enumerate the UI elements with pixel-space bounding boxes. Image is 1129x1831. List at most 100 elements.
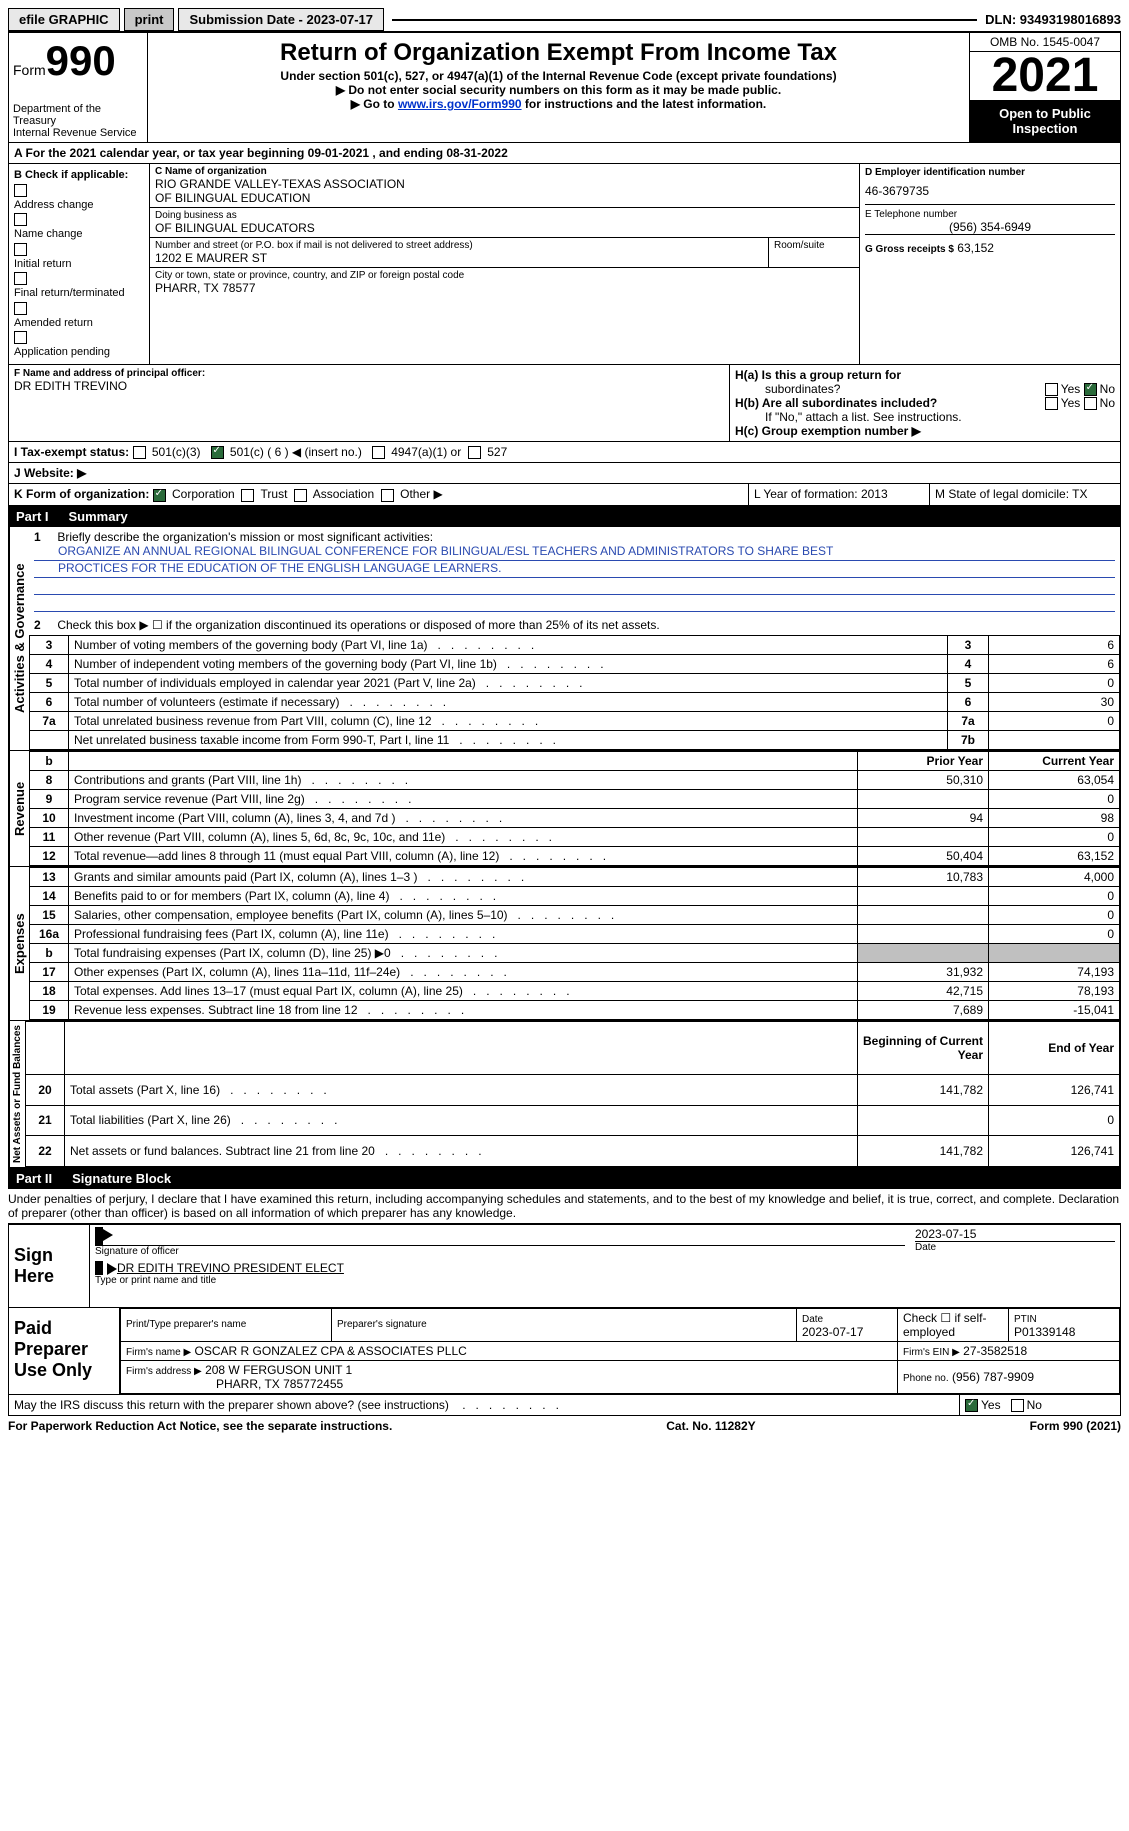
- sig-date: 2023-07-15: [915, 1227, 1115, 1241]
- submission-date: Submission Date - 2023-07-17: [178, 8, 384, 31]
- cb-527[interactable]: [468, 446, 481, 459]
- topbar: efile GRAPHIC print Submission Date - 20…: [8, 8, 1121, 31]
- city-state-zip: PHARR, TX 78577: [155, 281, 854, 295]
- hdr-prior: Prior Year: [858, 751, 989, 770]
- cb-4947[interactable]: [372, 446, 385, 459]
- part1-header: Part I Summary: [8, 506, 1121, 527]
- discuss-row: May the IRS discuss this return with the…: [8, 1395, 1121, 1416]
- hb-yesno: Yes No: [1045, 396, 1115, 410]
- preparer-block: Paid Preparer Use Only Print/Type prepar…: [8, 1308, 1121, 1395]
- subtitle: Under section 501(c), 527, or 4947(a)(1)…: [152, 69, 965, 83]
- footer: For Paperwork Reduction Act Notice, see …: [8, 1416, 1121, 1436]
- table-row: 3Number of voting members of the governi…: [30, 635, 1120, 654]
- revenue-table: bPrior YearCurrent Year 8Contributions a…: [29, 751, 1120, 866]
- preparer-title: Paid Preparer Use Only: [9, 1308, 119, 1394]
- dept-treasury: Department of the Treasury: [13, 103, 143, 127]
- form-header: Form990 Department of the Treasury Inter…: [8, 31, 1121, 143]
- cb-other[interactable]: [381, 489, 394, 502]
- table-row: 18Total expenses. Add lines 13–17 (must …: [30, 981, 1120, 1000]
- website-row: J Website: ▶: [8, 463, 1121, 484]
- principal-officer: DR EDITH TREVINO: [14, 379, 724, 393]
- org-name-1: RIO GRANDE VALLEY-TEXAS ASSOCIATION: [155, 177, 854, 191]
- mission-1: ORGANIZE AN ANNUAL REGIONAL BILINGUAL CO…: [34, 544, 1115, 561]
- cb-initial[interactable]: Initial return: [14, 243, 144, 273]
- ha-yesno: Yes No: [1045, 382, 1115, 396]
- cb-final[interactable]: Final return/terminated: [14, 272, 144, 302]
- city-label: City or town, state or province, country…: [155, 270, 854, 281]
- netassets-table: Beginning of Current YearEnd of Year 20T…: [25, 1021, 1120, 1167]
- cb-name[interactable]: Name change: [14, 213, 144, 243]
- table-row: 12Total revenue—add lines 8 through 11 (…: [30, 846, 1120, 865]
- vert-revenue: Revenue: [9, 751, 29, 866]
- firm-addr2: PHARR, TX 785772455: [126, 1377, 343, 1391]
- table-row: 16aProfessional fundraising fees (Part I…: [30, 924, 1120, 943]
- form-title: Return of Organization Exempt From Incom…: [152, 39, 965, 67]
- foot-right: Form 990 (2021): [1030, 1419, 1121, 1433]
- hdr-eoy: End of Year: [989, 1021, 1120, 1074]
- cb-amended[interactable]: Amended return: [14, 302, 144, 332]
- sig-date-label: Date: [915, 1241, 1115, 1253]
- sig-label: Signature of officer: [95, 1245, 905, 1257]
- state-domicile: M State of legal domicile: TX: [930, 484, 1120, 504]
- prep-h5: PTIN: [1014, 1314, 1037, 1325]
- efile-label: efile GRAPHIC: [8, 8, 120, 31]
- period-text: A For the 2021 calendar year, or tax yea…: [9, 143, 1120, 163]
- ag-table: 3Number of voting members of the governi…: [29, 635, 1120, 750]
- spacer: [392, 19, 977, 21]
- telephone: (956) 354-6949: [865, 220, 1115, 234]
- vert-activities: Activities & Governance: [9, 527, 29, 750]
- hc-line: H(c) Group exemption number ▶: [735, 424, 1115, 438]
- cb-pending[interactable]: Application pending: [14, 331, 144, 361]
- dba-label: Doing business as: [155, 210, 854, 221]
- table-row: 21Total liabilities (Part X, line 26)0: [26, 1105, 1120, 1136]
- officer-group-row: F Name and address of principal officer:…: [8, 365, 1121, 443]
- table-row: Net unrelated business taxable income fr…: [30, 730, 1120, 749]
- street-address: 1202 E MAURER ST: [155, 251, 763, 265]
- room-label: Room/suite: [769, 238, 859, 267]
- ptin: P01339148: [1014, 1325, 1075, 1339]
- irs-label: Internal Revenue Service: [13, 127, 143, 137]
- hdr-bcy: Beginning of Current Year: [858, 1021, 989, 1074]
- ha-line: H(a) Is this a group return for: [735, 368, 1115, 382]
- discuss-no[interactable]: [1011, 1399, 1024, 1412]
- addr-label: Number and street (or P.O. box if mail i…: [155, 240, 763, 251]
- part1-title: Summary: [69, 509, 128, 524]
- k-label: K Form of organization:: [14, 487, 149, 501]
- table-row: 8Contributions and grants (Part VIII, li…: [30, 770, 1120, 789]
- form-word: Form: [13, 62, 46, 78]
- ein-label: Firm's EIN ▶: [903, 1347, 960, 1358]
- prep-date: 2023-07-17: [802, 1325, 863, 1339]
- cb-501c[interactable]: [211, 446, 224, 459]
- discuss-yes[interactable]: [965, 1399, 978, 1412]
- name-label: Type or print name and title: [95, 1275, 1115, 1286]
- goto-post: for instructions and the latest informat…: [522, 97, 767, 111]
- phone-label: Phone no.: [903, 1373, 949, 1384]
- cb-assoc[interactable]: [294, 489, 307, 502]
- table-row: 17Other expenses (Part IX, column (A), l…: [30, 962, 1120, 981]
- cb-trust[interactable]: [241, 489, 254, 502]
- b-label: B Check if applicable:: [14, 167, 144, 184]
- expenses-table: 13Grants and similar amounts paid (Part …: [29, 867, 1120, 1020]
- irs-link[interactable]: www.irs.gov/Form990: [398, 97, 522, 111]
- table-row: 14Benefits paid to or for members (Part …: [30, 886, 1120, 905]
- note-goto: ▶ Go to www.irs.gov/Form990 for instruct…: [152, 97, 965, 111]
- cb-501c3[interactable]: [133, 446, 146, 459]
- print-button[interactable]: print: [124, 8, 175, 31]
- revenue-block: Revenue bPrior YearCurrent Year 8Contrib…: [8, 751, 1121, 867]
- vert-expenses: Expenses: [9, 867, 29, 1020]
- part2-header: Part II Signature Block: [8, 1168, 1121, 1189]
- f-label: F Name and address of principal officer:: [14, 368, 724, 379]
- line1-label: Briefly describe the organization's miss…: [57, 530, 433, 544]
- table-row: 22Net assets or fund balances. Subtract …: [26, 1136, 1120, 1167]
- firm-ein: 27-3582518: [963, 1344, 1027, 1358]
- period-row: A For the 2021 calendar year, or tax yea…: [8, 143, 1121, 164]
- firm-phone: (956) 787-9909: [952, 1370, 1034, 1384]
- firm-addr-label: Firm's address ▶: [126, 1366, 202, 1377]
- cb-corp[interactable]: [153, 489, 166, 502]
- cb-address[interactable]: Address change: [14, 184, 144, 214]
- hb-note: If "No," attach a list. See instructions…: [735, 410, 1115, 424]
- c-label: C Name of organization: [155, 166, 854, 177]
- prep-h3: Date: [802, 1314, 823, 1325]
- form-number: Form990: [13, 37, 143, 85]
- ha-sub: subordinates?: [735, 382, 840, 396]
